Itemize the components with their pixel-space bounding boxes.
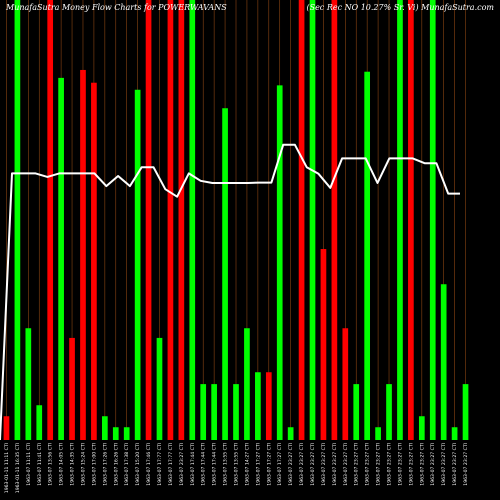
- bar-4: [47, 0, 54, 440]
- bar-5: [58, 77, 64, 440]
- bar-1: [14, 0, 21, 440]
- bar-9: [101, 416, 108, 440]
- bar-36: [397, 0, 403, 440]
- bar-28: [309, 0, 316, 440]
- x-tick-label-23: 1963-07 17:27 CTI: [255, 443, 261, 486]
- x-tick-label-7: 1963-07 15:24 CTI: [80, 443, 86, 486]
- x-tick-label-22: 1963-07 14:27 CTI: [244, 443, 250, 486]
- bar-17: [189, 0, 196, 440]
- x-tick-label-28: 1963-07 23:27 CTI: [310, 443, 316, 486]
- bar-8: [91, 82, 97, 440]
- bar-38: [418, 416, 425, 440]
- bar-40: [440, 284, 447, 440]
- x-tick-label-20: 1963-07 13:55 CTI: [223, 443, 229, 486]
- x-tick-label-18: 1963-07 17:44 CTI: [201, 443, 207, 486]
- bar-14: [156, 337, 163, 440]
- x-tick-label-24: 1963-07 17:27 CTI: [266, 443, 272, 486]
- x-tick-label-41: 1963-07 23:27 CTI: [452, 443, 458, 486]
- bar-33: [364, 71, 371, 440]
- bar-34: [375, 427, 381, 440]
- bar-20: [222, 108, 228, 441]
- x-tick-label-35: 1963-07 23:27 CTI: [387, 443, 393, 486]
- bar-25: [276, 85, 283, 441]
- bar-21: [233, 384, 239, 440]
- chart-title-right: (Sec Rec NO 10.27% Sr. Vi) MunafaSutra.c…: [306, 3, 494, 12]
- x-tick-label-11: 1963-07 17:38 CTI: [124, 443, 130, 486]
- x-tick-label-8: 1963-07 17:00 CTI: [91, 443, 97, 486]
- x-tick-label-34: 1963-07 23:27 CTI: [376, 443, 382, 486]
- x-tick-label-27: 1963-07 23:27 CTI: [299, 443, 305, 486]
- bar-32: [353, 384, 360, 440]
- bar-37: [408, 0, 414, 440]
- x-tick-label-32: 1963-07 23:27 CTI: [354, 443, 360, 486]
- bar-18: [200, 384, 207, 440]
- bar-15: [167, 0, 174, 440]
- x-tick-label-40: 1963-07 23:27 CTI: [441, 443, 447, 486]
- bar-29: [320, 249, 327, 440]
- x-tick-label-2: 1963-07 11:11 CTI: [26, 443, 32, 486]
- x-tick-label-42: 1963-07 23:27 CTI: [463, 443, 469, 486]
- bar-12: [134, 89, 141, 440]
- x-tick-label-12: 1963-07 15:20 CTI: [135, 443, 141, 486]
- x-tick-label-10: 1963-07 16:26 CTI: [113, 443, 119, 486]
- chart-title-left: MunafaSutra Money Flow Charts for POWERW…: [5, 3, 227, 12]
- bar-30: [331, 0, 338, 440]
- bar-16: [178, 0, 185, 440]
- bar-27: [298, 0, 305, 440]
- x-tick-label-17: 1963-07 17:44 CTI: [190, 443, 196, 486]
- bar-39: [429, 0, 436, 440]
- x-tick-label-38: 1963-07 23:27 CTI: [419, 443, 425, 486]
- x-tick-label-33: 1963-07 23:27 CTI: [365, 443, 371, 486]
- money-flow-line: [0, 143, 460, 441]
- x-tick-label-9: 1963-07 17:26 CTI: [102, 443, 108, 486]
- x-tick-labels: 1963-01-11 11:11 CTI 1963-01-11 16:35 CTI…: [4, 443, 469, 493]
- bar-31: [342, 328, 349, 440]
- x-tick-label-14: 1963-07 17:77 CTI: [157, 443, 163, 486]
- x-tick-label-29: 1963-07 23:27 CTI: [321, 443, 327, 486]
- x-tick-label-4: 1963-07 13:56 CTI: [48, 443, 54, 486]
- bar-23: [255, 372, 261, 440]
- bar-13: [145, 0, 152, 440]
- x-tick-label-3: 1963-07 11:41 CTI: [37, 443, 43, 486]
- bar-26: [287, 427, 294, 440]
- x-tick-label-39: 1963-07 23:27 CTI: [430, 443, 436, 486]
- x-tick-label-16: 1963-07 23:27 CTI: [179, 443, 185, 486]
- money-flow-line-group: [0, 143, 460, 441]
- x-tick-label-37: 1963-07 23:27 CTI: [408, 443, 414, 486]
- bar-19: [211, 384, 217, 440]
- bar-0: [3, 416, 10, 440]
- bar-35: [386, 384, 392, 440]
- bar-3: [36, 405, 43, 440]
- bar-7: [80, 69, 86, 441]
- bar-42: [462, 384, 469, 440]
- x-tick-label-19: 1963-07 17:44 CTI: [212, 443, 218, 486]
- bar-11: [123, 427, 130, 440]
- x-tick-label-26: 1963-07 23:27 CTI: [288, 443, 294, 486]
- bar-24: [265, 372, 272, 440]
- x-tick-label-5: 1963-07 14:05 CTI: [59, 443, 65, 486]
- bar-2: [25, 328, 32, 440]
- x-tick-label-31: 1963-07 23:27 CTI: [343, 443, 349, 486]
- x-tick-label-30: 1963-07 23:27 CTI: [332, 443, 338, 486]
- x-tick-label-6: 1963-07 14:35 CTI: [70, 443, 76, 486]
- x-tick-label-1: 1963-01-11 16:35 CTI: [15, 443, 21, 493]
- bar-41: [451, 427, 458, 440]
- x-tick-label-0: 1963-01-11 11:11 CTI: [4, 443, 10, 493]
- bar-22: [244, 328, 250, 440]
- bars: [3, 0, 469, 441]
- x-tick-label-15: 1963-07 17:77 CTI: [168, 443, 174, 486]
- bar-10: [112, 427, 119, 440]
- bar-6: [69, 337, 75, 440]
- x-tick-label-13: 1963-07 17:46 CTI: [146, 443, 152, 486]
- x-tick-label-25: 1963-07 17:27 CTI: [277, 443, 283, 486]
- x-tick-label-21: 1963-07 13:55 CTI: [234, 443, 240, 486]
- x-tick-label-36: 1963-07 23:27 CTI: [397, 443, 403, 486]
